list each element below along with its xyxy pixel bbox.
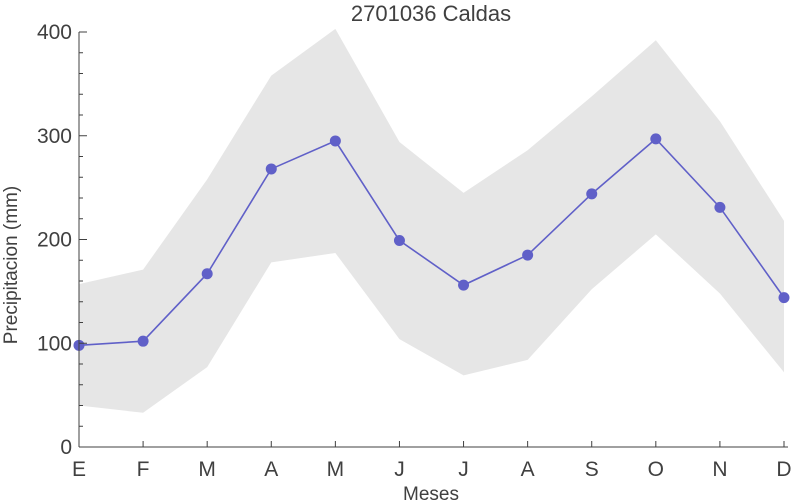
x-tick-label: M xyxy=(327,458,345,481)
data-point xyxy=(586,188,598,200)
data-point xyxy=(714,201,726,213)
x-tick-label: E xyxy=(72,458,86,481)
x-tick-label: N xyxy=(712,458,727,481)
data-point xyxy=(265,163,277,175)
data-point xyxy=(522,249,534,261)
series-line xyxy=(78,137,785,347)
x-tick-label: O xyxy=(648,458,664,481)
x-tick-label: D xyxy=(776,458,791,481)
x-tick-label: A xyxy=(264,458,278,481)
data-point xyxy=(650,133,662,145)
x-tick-label: S xyxy=(585,458,599,481)
y-tick-label: 100 xyxy=(37,332,72,355)
y-tick-label: 0 xyxy=(60,436,72,459)
data-point xyxy=(201,268,213,280)
x-tick-label: F xyxy=(137,458,150,481)
x-tick-label: A xyxy=(521,458,535,481)
x-axis-label: Meses xyxy=(403,484,459,503)
x-tick-label: J xyxy=(394,458,405,481)
range-band xyxy=(79,28,784,413)
y-axis: 0 100 200 300 400 xyxy=(37,21,87,459)
x-tick-label: J xyxy=(458,458,469,481)
data-point xyxy=(329,135,341,147)
data-point xyxy=(137,335,149,347)
data-point xyxy=(778,292,790,304)
y-tick-label: 400 xyxy=(37,21,72,44)
data-point xyxy=(458,279,470,291)
y-tick-label: 200 xyxy=(37,229,72,252)
y-axis-label: Precipitacion (mm) xyxy=(1,186,22,344)
chart-title: 2701036 Caldas xyxy=(351,1,511,26)
y-tick-label: 300 xyxy=(37,125,72,148)
plot-area xyxy=(73,28,790,413)
x-tick-label: M xyxy=(198,458,216,481)
data-point xyxy=(393,235,405,247)
